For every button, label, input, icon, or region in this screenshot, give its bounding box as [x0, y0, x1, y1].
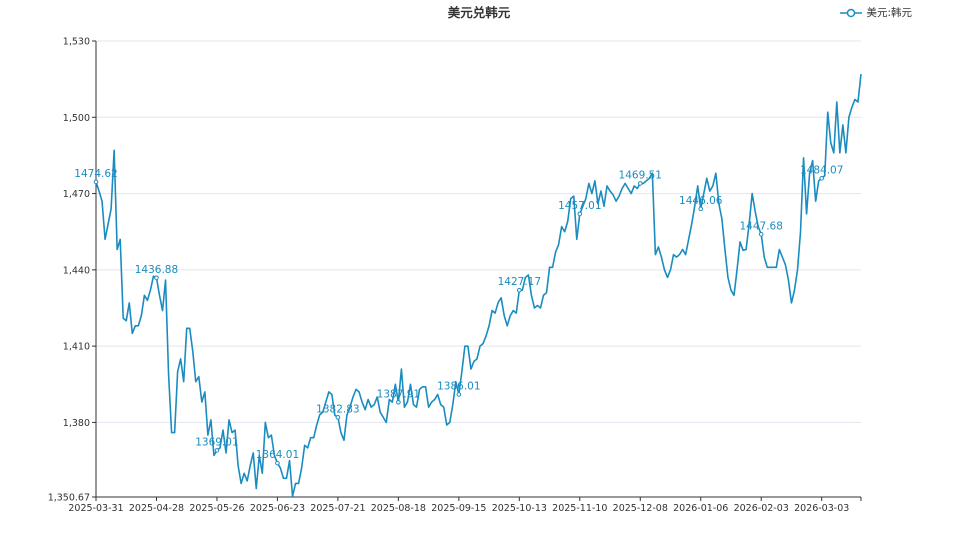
data-label: 1474.62	[74, 168, 117, 180]
data-point[interactable]	[517, 287, 522, 293]
data-label: 1457.01	[558, 200, 601, 212]
data-label: 1382.83	[316, 403, 359, 415]
y-tick-label: 1,380	[63, 418, 90, 429]
data-label: 1386.01	[437, 380, 480, 392]
data-point[interactable]	[698, 206, 704, 212]
data-point[interactable]	[758, 231, 764, 237]
x-tick-label: 2025-03-31	[68, 503, 123, 514]
x-tick-label: 2025-07-21	[310, 503, 365, 514]
data-label: 1364.01	[256, 449, 299, 461]
legend-entry-label: 美元:韩元	[866, 7, 912, 19]
x-tick-label: 2026-02-03	[734, 503, 789, 514]
legend-swatch-icon	[840, 8, 863, 17]
series-line-usd-krw[interactable]	[95, 73, 862, 497]
data-point[interactable]	[335, 415, 341, 420]
x-tick-label: 2025-10-13	[492, 503, 547, 514]
data-point[interactable]	[637, 181, 643, 186]
y-tick-label: 1,530	[63, 37, 90, 48]
legend[interactable]: 美元:韩元	[840, 5, 912, 20]
y-tick-label: 1,440	[63, 265, 90, 276]
data-point[interactable]	[154, 275, 159, 281]
data-point[interactable]	[819, 176, 824, 181]
y-tick-label: 1,500	[63, 113, 90, 124]
data-point[interactable]	[275, 460, 280, 466]
x-tick-label: 2025-04-28	[129, 503, 184, 514]
x-tick-label: 2025-06-23	[250, 503, 305, 514]
data-point[interactable]	[214, 448, 220, 453]
x-tick-label: 2025-11-10	[552, 503, 607, 514]
data-point[interactable]	[396, 400, 401, 405]
x-tick-label: 2025-09-15	[431, 503, 486, 514]
y-tick-label: 1,410	[63, 342, 90, 353]
y-tick-label: 1,350.67	[48, 493, 90, 504]
y-tick-label: 1,470	[63, 189, 90, 200]
x-tick-label: 2025-05-26	[189, 503, 244, 514]
x-tick-label: 2025-12-08	[613, 503, 668, 514]
x-tick-label: 2026-01-06	[673, 503, 728, 514]
data-point[interactable]	[93, 179, 99, 185]
data-label: 1484.07	[800, 164, 843, 176]
data-point[interactable]	[456, 392, 462, 397]
data-label: 1436.88	[135, 264, 178, 276]
data-label: 1447.68	[740, 220, 783, 232]
chart-title: 美元兑韩元	[447, 5, 511, 20]
data-label: 1427.17	[498, 276, 541, 288]
data-label: 1469.51	[619, 169, 662, 181]
data-label: 1446.06	[679, 195, 723, 207]
data-point[interactable]	[577, 211, 583, 217]
data-label: 1387.91	[377, 388, 420, 400]
data-label: 1369.01	[195, 436, 238, 448]
x-tick-label: 2025-08-18	[371, 503, 426, 514]
x-tick-label: 2026-03-03	[794, 503, 849, 514]
